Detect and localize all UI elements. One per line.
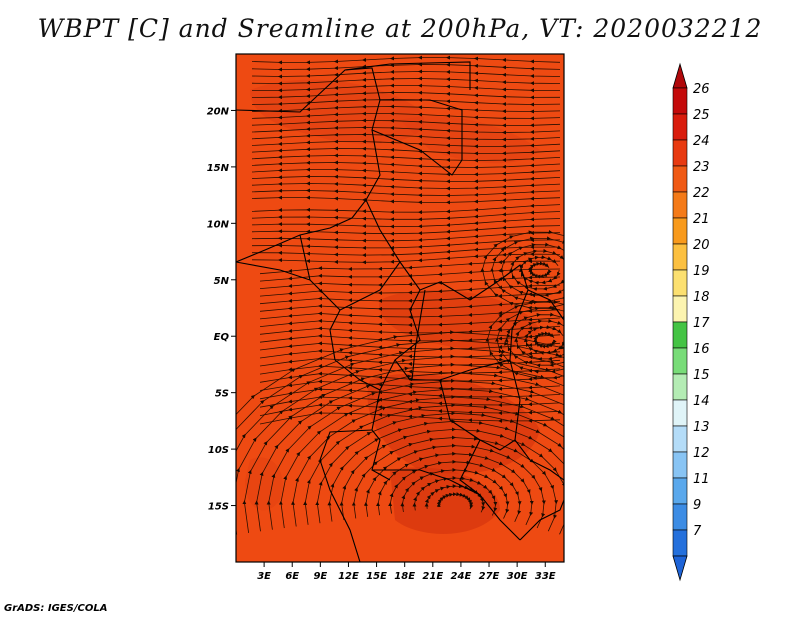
colorbar-swatch	[672, 269, 688, 297]
colorbar-label: 26	[693, 82, 710, 97]
colorbar-swatch	[672, 87, 688, 115]
streamline	[251, 139, 561, 149]
lat-tick-label: 10S	[208, 445, 229, 456]
colorbar-label: 15	[693, 368, 710, 383]
colorbar-label: 9	[693, 498, 701, 513]
lat-tick-label: 10N	[207, 219, 230, 230]
colorbar-swatch	[672, 347, 688, 375]
colorbar-swatch	[672, 373, 688, 401]
map-title: WBPT [C] and Sreamline at 200hPa, VT: 20…	[37, 14, 763, 43]
streamline	[251, 76, 561, 86]
colorbar-swatch	[672, 477, 688, 505]
streamline	[251, 167, 561, 177]
country-borders	[236, 61, 564, 562]
lon-tick-label: 21E	[422, 571, 443, 582]
lon-tick-label: 18E	[394, 571, 415, 582]
colorbar-swatch	[672, 243, 688, 271]
streamline	[251, 195, 561, 205]
colorbar-swatch	[672, 529, 688, 557]
streamline	[252, 83, 561, 93]
colorbar-label: 21	[693, 212, 710, 227]
colorbar: 26 25 24 23 22 21 20 19 18 17 16 15 14 13 12 11 9 7	[672, 62, 710, 582]
lon-tick-label: 33E	[535, 571, 556, 582]
lat-tick-label: 20N	[207, 106, 230, 117]
colorbar-swatch	[672, 113, 688, 141]
lat-tick-label: 15N	[207, 163, 230, 174]
lon-tick-label: 15E	[366, 571, 387, 582]
streamline	[480, 230, 564, 311]
colorbar-swatch	[672, 321, 688, 349]
colorbar-label: 13	[693, 420, 710, 435]
lon-tick-label: 30E	[507, 571, 528, 582]
lon-tick-label: 27E	[479, 571, 500, 582]
colorbar-swatch	[672, 165, 688, 193]
colorbar-label: 11	[693, 472, 710, 487]
lon-tick-label: 6E	[285, 571, 299, 582]
colorbar-label: 19	[693, 264, 710, 279]
lat-tick-label: 5S	[215, 389, 229, 400]
streamline	[251, 188, 561, 198]
colorbar-swatch	[672, 399, 688, 427]
colorbar-top-arrow	[672, 62, 688, 89]
colorbar-swatch	[672, 295, 688, 323]
colorbar-swatch	[672, 503, 688, 531]
colorbar-label: 7	[693, 524, 702, 539]
streamline	[251, 125, 561, 135]
colorbar-label: 17	[693, 316, 710, 331]
streamline	[485, 300, 564, 381]
colorbar-label: 22	[693, 186, 710, 201]
colorbar-swatch	[672, 217, 688, 245]
colorbar-label: 14	[693, 394, 710, 409]
colorbar-label: 18	[693, 290, 710, 305]
colorbar-label: 20	[693, 238, 710, 253]
colorbar-swatch	[672, 191, 688, 219]
colorbar-label: 12	[693, 446, 710, 461]
footer-credit: GrADS: IGES/COLA	[4, 603, 108, 614]
latitude-axis: 20N 15N 10N 5N EQ 5S 10S 15S	[207, 106, 236, 513]
streamline	[251, 181, 561, 191]
streamlines	[236, 55, 564, 538]
lat-tick-label: 15S	[208, 502, 229, 513]
colorbar-swatch	[672, 139, 688, 167]
lon-tick-label: 9E	[313, 571, 327, 582]
streamline	[251, 153, 561, 163]
streamline	[251, 118, 561, 128]
lat-tick-label: 5N	[214, 276, 230, 287]
lat-tick-label: EQ	[214, 332, 230, 343]
colorbar-label: 23	[693, 160, 710, 175]
colorbar-swatch	[672, 425, 688, 453]
map-frame	[235, 53, 565, 563]
streamline	[251, 69, 561, 79]
colorbar-swatch	[672, 451, 688, 479]
streamline	[251, 132, 561, 142]
streamline	[236, 330, 564, 538]
streamline	[251, 55, 561, 65]
streamline	[251, 146, 561, 156]
colorbar-label: 25	[693, 108, 710, 123]
lon-tick-label: 24E	[451, 571, 472, 582]
lon-tick-label: 12E	[338, 571, 359, 582]
streamline	[251, 160, 561, 170]
lon-tick-label: 3E	[257, 571, 271, 582]
longitude-axis: 3E 6E 9E 12E 15E 18E 21E 24E 27E 30E 33E	[257, 562, 556, 582]
streamline	[251, 174, 561, 184]
streamline	[251, 111, 561, 121]
streamline	[251, 90, 561, 100]
streamline	[251, 62, 561, 72]
colorbar-bottom-arrow	[672, 555, 688, 582]
colorbar-label: 16	[693, 342, 710, 357]
colorbar-label: 24	[693, 134, 710, 149]
